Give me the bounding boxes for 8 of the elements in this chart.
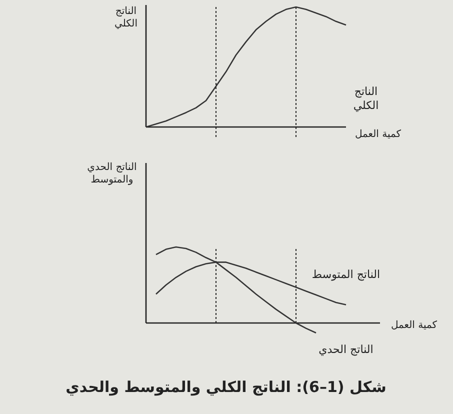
x-axis-title: كمية العمل bbox=[390, 320, 438, 331]
text: الناتج الكلي bbox=[353, 85, 379, 112]
y-axis-title: الناتج الحدي والمتوسط bbox=[87, 162, 137, 186]
series-label: الناتج المتوسط bbox=[312, 268, 380, 281]
y-axis-title: الناتج الكلي bbox=[114, 6, 138, 30]
x-axis-title: كمية العمل bbox=[354, 129, 402, 140]
text: شكل (1–6): الناتج الكلي والمتوسط والحدي bbox=[66, 378, 386, 396]
series-label: الناتج الحدي bbox=[318, 342, 374, 356]
